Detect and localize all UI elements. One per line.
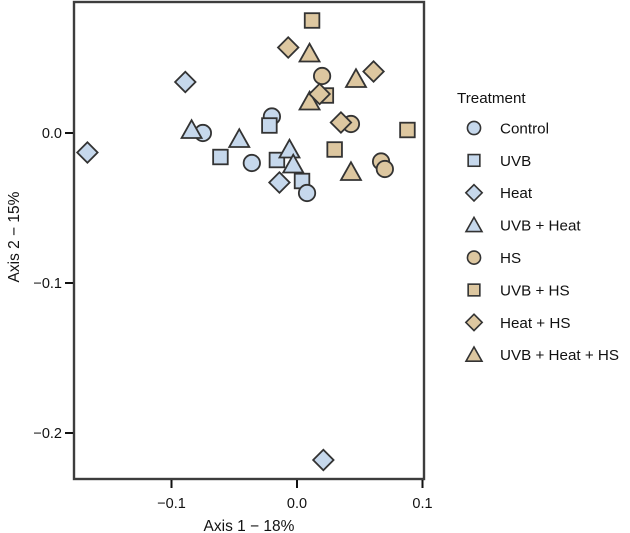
legend-item-label: UVB + Heat xyxy=(500,218,581,235)
plot-area xyxy=(72,0,426,481)
y-tick-label: −0.2 xyxy=(33,426,62,442)
x-tick-label: 0.0 xyxy=(287,496,307,512)
y-tick-label: −0.1 xyxy=(33,276,62,292)
legend-item-label: UVB xyxy=(500,153,531,170)
triangle-marker xyxy=(464,345,484,363)
y-axis: 0.0 −0.1 −0.2 xyxy=(33,126,73,442)
legend-item-label: UVB + HS xyxy=(500,282,570,299)
data-point-heat-hs xyxy=(276,36,300,59)
legend-item-label: Heat xyxy=(500,185,533,202)
legend-item: UVB + HS xyxy=(467,282,570,299)
circle-marker xyxy=(466,120,482,136)
data-point-uvb-heat-hs xyxy=(344,67,368,88)
x-axis-title: Axis 1 − 18% xyxy=(204,518,295,533)
x-axis: −0.1 0.0 0.1 xyxy=(157,480,433,512)
circle-marker xyxy=(466,250,482,265)
data-point-uvb-heat xyxy=(281,152,305,174)
legend-item: Control xyxy=(466,120,549,137)
legend-title: Treatment xyxy=(457,90,526,107)
square-marker xyxy=(467,153,481,168)
data-point-uvb-hs xyxy=(399,121,416,139)
data-point-uvb xyxy=(212,148,229,166)
legend-item-label: Control xyxy=(500,120,549,137)
plot-frame-border xyxy=(72,0,426,481)
data-point-uvb-heat xyxy=(277,137,302,159)
data-point-heat-hs xyxy=(308,82,332,106)
legend-item-label: Heat + HS xyxy=(500,315,571,332)
diamond-marker xyxy=(464,183,484,203)
data-point-uvb-heat xyxy=(227,127,251,148)
legend: Treatment Control UVB Heat UVB + Heat HS UVB … xyxy=(457,90,619,364)
data-points-layer xyxy=(75,12,416,472)
triangle-marker xyxy=(464,215,484,233)
x-tick-label: 0.1 xyxy=(412,496,432,512)
diamond-marker xyxy=(464,313,484,332)
legend-item: Heat xyxy=(464,183,533,203)
data-point-uvb-heat xyxy=(180,118,204,139)
data-point-uvb-hs xyxy=(326,141,343,158)
legend-item: UVB + Heat + HS xyxy=(464,345,619,364)
data-point-heat xyxy=(311,448,335,472)
data-point-hs xyxy=(312,66,332,86)
legend-item-label: UVB + Heat + HS xyxy=(500,347,619,364)
data-point-uvb-heat-hs xyxy=(298,41,322,63)
y-tick-label: 0.0 xyxy=(42,126,62,142)
y-axis-title: Axis 2 − 15% xyxy=(6,191,23,282)
data-point-uvb xyxy=(261,117,278,134)
data-point-hs xyxy=(375,159,394,179)
data-point-heat xyxy=(267,171,291,194)
square-marker xyxy=(467,283,481,297)
legend-item-label: HS xyxy=(500,250,521,267)
legend-items: Control UVB Heat UVB + Heat HS UVB + HS Heat +… xyxy=(464,120,619,364)
data-point-heat-hs xyxy=(362,60,386,83)
legend-item: Heat + HS xyxy=(464,313,571,332)
x-tick-label: −0.1 xyxy=(157,496,186,512)
data-point-uvb-heat-hs xyxy=(339,160,363,181)
data-point-control xyxy=(242,153,261,173)
data-point-uvb-heat-hs xyxy=(298,89,322,111)
data-point-heat xyxy=(173,70,197,94)
data-point-control xyxy=(297,183,317,203)
data-point-uvb-hs xyxy=(303,12,321,29)
legend-item: UVB xyxy=(467,153,531,170)
legend-item: UVB + Heat xyxy=(464,215,581,235)
legend-item: HS xyxy=(466,250,521,267)
data-point-heat xyxy=(75,141,99,164)
data-point-heat-hs xyxy=(329,111,353,134)
